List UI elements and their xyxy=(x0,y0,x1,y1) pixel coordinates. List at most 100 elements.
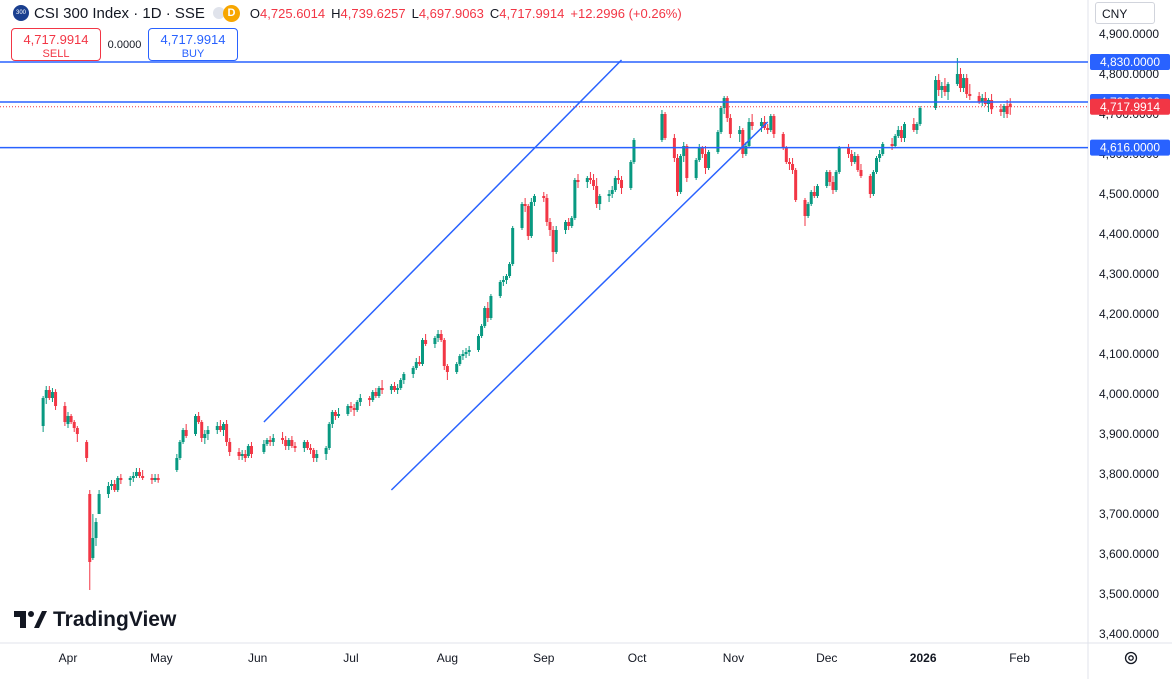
candle-body xyxy=(206,430,210,434)
candle-body xyxy=(200,422,204,438)
price-axis[interactable]: 4,900.00004,800.00004,700.00004,600.0000… xyxy=(1099,27,1159,641)
candle-body xyxy=(918,108,922,124)
candle-body xyxy=(504,276,508,280)
candle xyxy=(784,146,788,164)
candle-body xyxy=(983,98,987,104)
symbol-title[interactable]: CSI 300 Index · 1D · SSE xyxy=(34,4,205,22)
candle xyxy=(305,440,309,450)
candle-body xyxy=(962,78,966,88)
x-tick-label: Jun xyxy=(248,651,267,665)
candle xyxy=(424,334,428,346)
y-tick-label: 4,200.0000 xyxy=(1099,307,1159,321)
candle xyxy=(91,514,95,560)
candle-body xyxy=(965,78,969,94)
candle xyxy=(983,92,987,106)
candle-body xyxy=(881,144,885,154)
candle-body xyxy=(75,428,79,434)
candle-body xyxy=(850,154,854,162)
candle xyxy=(986,98,990,112)
candle-body xyxy=(72,422,76,428)
candle xyxy=(529,198,533,238)
candle-body xyxy=(725,98,729,118)
currency-select[interactable]: CNY xyxy=(1095,2,1155,24)
candle xyxy=(439,330,443,342)
level-tag-1: 4,830.0000 xyxy=(1100,55,1160,69)
candle-body xyxy=(847,148,851,154)
candle xyxy=(128,476,132,486)
candle-body xyxy=(439,334,443,340)
candle xyxy=(831,176,835,194)
channel-lines[interactable] xyxy=(263,59,769,491)
candle xyxy=(352,404,356,416)
candle-body xyxy=(371,392,375,400)
candle xyxy=(719,106,723,134)
candle xyxy=(585,176,589,188)
candle-body xyxy=(113,484,117,490)
candle-body xyxy=(682,146,686,156)
candle xyxy=(346,404,350,416)
candle-body xyxy=(815,186,819,196)
candle-body xyxy=(150,478,154,480)
candle-body xyxy=(772,116,776,134)
x-tick-label: May xyxy=(150,651,173,665)
candle xyxy=(150,474,154,484)
candle xyxy=(464,348,468,358)
channel-line-2[interactable] xyxy=(390,121,769,491)
candle-body xyxy=(766,128,770,130)
candle-body xyxy=(791,164,795,170)
candle xyxy=(772,114,776,138)
candle xyxy=(75,426,79,442)
sell-button[interactable]: 4,717.9914 SELL xyxy=(11,28,101,61)
candle-body xyxy=(856,156,860,170)
candle xyxy=(193,414,197,436)
buy-button[interactable]: 4,717.9914 BUY xyxy=(148,28,238,61)
x-tick-label: Aug xyxy=(437,651,458,665)
candle-body xyxy=(175,458,179,470)
session-toggle[interactable]: D xyxy=(212,4,240,22)
candle xyxy=(899,126,903,142)
candle xyxy=(134,468,138,478)
candle-body xyxy=(750,122,754,126)
time-axis[interactable]: Apr May Jun Jul Aug Sep Oct Nov Dec 2026 Feb xyxy=(59,651,1031,665)
candle xyxy=(853,152,857,164)
tradingview-watermark[interactable]: TradingView xyxy=(14,608,176,632)
candle-body xyxy=(875,158,879,172)
candle xyxy=(759,118,763,132)
candle xyxy=(1005,100,1009,118)
candle-body xyxy=(744,146,748,154)
candle xyxy=(324,446,328,460)
candle xyxy=(54,389,58,410)
candle xyxy=(934,76,938,110)
delayed-badge: D xyxy=(222,4,240,22)
candle-body xyxy=(138,472,142,476)
level-tag-3-bg xyxy=(1090,139,1170,156)
candle xyxy=(228,438,232,456)
candle-body xyxy=(663,114,667,138)
candle-body xyxy=(610,190,614,194)
candle-body xyxy=(903,124,907,138)
candle xyxy=(526,204,530,240)
candle xyxy=(421,338,425,366)
channel-line-1[interactable] xyxy=(263,59,623,423)
candle-body xyxy=(312,450,316,458)
candle-body xyxy=(184,430,188,436)
candle-body xyxy=(700,148,704,154)
watermark-text: TradingView xyxy=(53,608,177,631)
candle xyxy=(741,128,745,158)
candle xyxy=(598,194,602,210)
candle-body xyxy=(787,162,791,164)
candles-layer xyxy=(41,58,1012,590)
candle-body xyxy=(91,538,95,558)
candle-body xyxy=(287,440,291,446)
candle xyxy=(592,174,596,190)
y-tick-label: 3,600.0000 xyxy=(1099,547,1159,561)
last-price-tag-bg xyxy=(1090,98,1170,115)
x-tick-label: Nov xyxy=(723,651,744,665)
settings-gear-icon[interactable] xyxy=(1123,650,1139,666)
candle-body xyxy=(1005,106,1009,114)
candle-body xyxy=(193,416,197,434)
candle-body xyxy=(330,412,334,424)
horizontal-levels[interactable] xyxy=(0,61,1088,149)
